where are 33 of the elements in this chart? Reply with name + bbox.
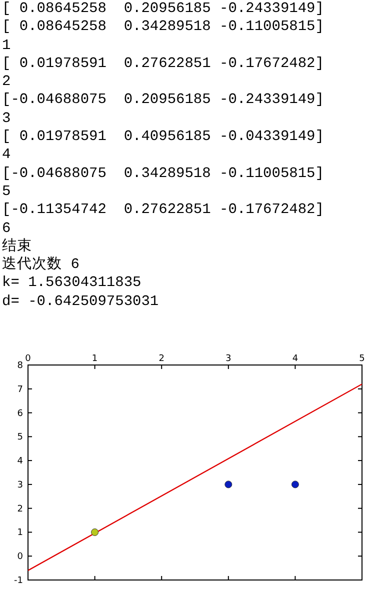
annotation: d= -0.642509753031 (2, 292, 160, 312)
x-tick-label: 5 (359, 354, 365, 364)
y-tick-label: 2 (17, 504, 23, 514)
annotation: 1 (2, 36, 12, 55)
annotation: [-0.11354742 0.27622851 -0.17672482] (2, 201, 324, 220)
y-tick-label: 4 (17, 456, 24, 467)
x-tick-label: 2 (158, 354, 164, 364)
x-tick-label: 1 (92, 354, 98, 364)
y-tick-label: 5 (17, 432, 23, 443)
annotation: [ 0.01978591 0.40956185 -0.04339149] (2, 128, 324, 146)
annotation: 5 (2, 182, 12, 202)
annotation: 迭代次数 6 (2, 256, 80, 274)
annotation: 2 (2, 73, 12, 92)
annotation: 6 (2, 220, 12, 238)
annotation: [ 0.08645258 0.20956185 -0.24339149] (2, 0, 324, 18)
y-tick-label: 8 (17, 361, 24, 371)
x-tick-label: 4 (292, 354, 298, 364)
annotation: 结束 (2, 238, 33, 256)
y-tick-label: 3 (17, 480, 23, 490)
y-tick-label: 1 (17, 528, 23, 538)
annotation: [ 0.08645258 0.34289518 -0.11005815] (2, 18, 324, 37)
y-tick-label: 7 (17, 384, 23, 395)
annotation: [-0.04688075 0.20956185 -0.24339149] (2, 91, 324, 110)
y-tick-label: 6 (17, 408, 24, 419)
x-tick-label: 3 (226, 354, 232, 364)
annotation: k= 1.56304311835 (2, 274, 142, 293)
y-tick-label: 0 (17, 552, 24, 562)
x-tick-label: 0 (25, 354, 32, 364)
y-tick-label: -1 (14, 576, 23, 586)
annotation: 4 (2, 146, 12, 165)
annotation: 3 (2, 110, 12, 128)
annotation: [ 0.01978591 0.27622851 -0.17672482] (2, 54, 324, 74)
annotation: [-0.04688075 0.34289518 -0.11005815] (2, 164, 324, 183)
